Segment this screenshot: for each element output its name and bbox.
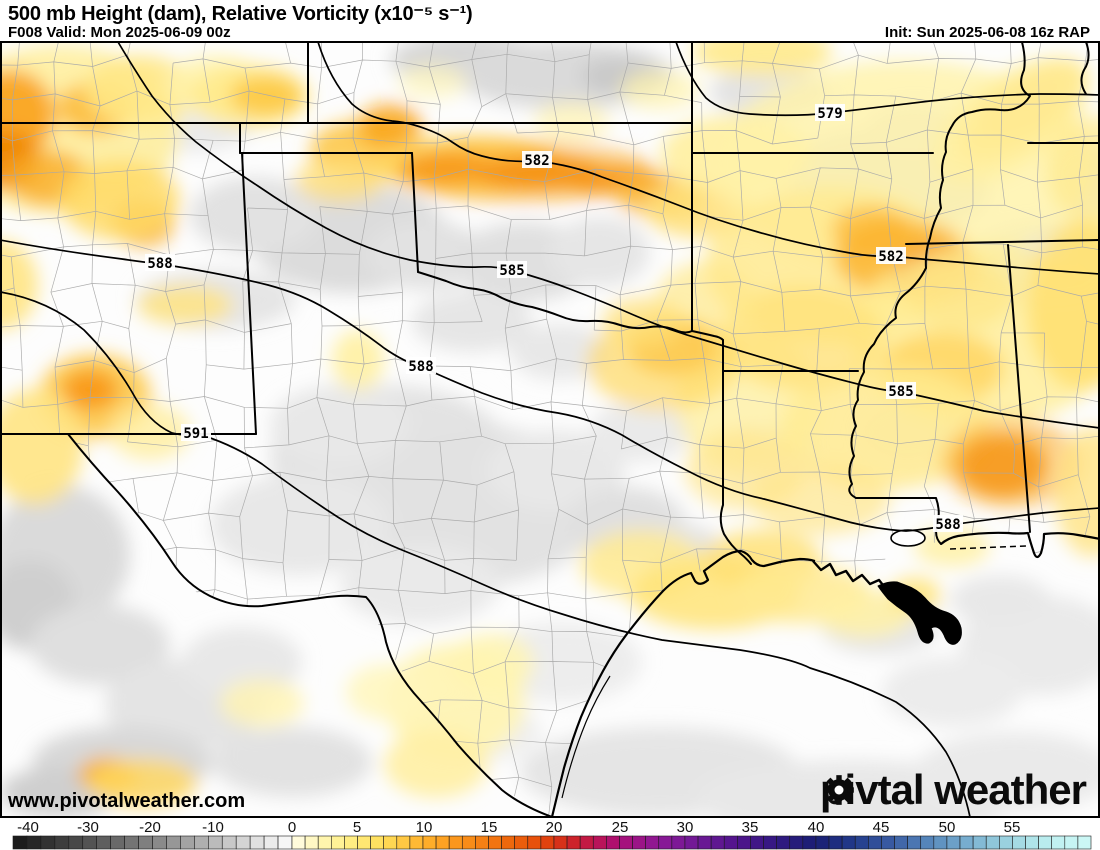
colorbar-tick: 20 [546,819,563,836]
contour-label: 585 [499,263,524,279]
colorbar-tick: -40 [17,819,39,836]
watermark: www.pivotalweather.com [8,790,246,812]
colorbar-tick: 5 [353,819,361,836]
colorbar-tick: 55 [1004,819,1021,836]
contour-labels: 588 591 588 585 582 579 582 585 588 [145,104,963,533]
contour-label: 582 [878,249,903,265]
page-title: 500 mb Height (dam), Relative Vorticity … [8,3,473,25]
init-time-label: Init: Sun 2025-06-08 16z RAP [884,24,1090,41]
colorbar-tick: 0 [288,819,296,836]
colorbar-tick: 15 [481,819,498,836]
colorbar-tick: 30 [677,819,694,836]
colorbar-tick: -30 [77,819,99,836]
valid-time-label: F008 Valid: Mon 2025-06-09 00z [8,24,231,41]
gear-icon [824,775,854,805]
contour-label: 588 [408,359,433,375]
contour-label: 585 [888,384,913,400]
state-borders [1,42,1099,817]
contour-label: 588 [147,256,172,272]
colorbar-tick: 25 [612,819,629,836]
brand-logo-post: tal weather [877,766,1087,813]
colorbar-tick: -20 [139,819,161,836]
colorbar: -40 -30 -20 -10 0 5 10 15 20 25 30 35 40 45 50 55 [12,819,1092,850]
colorbar-tick: 35 [742,819,759,836]
contour-label: 579 [817,106,842,122]
colorbar-tick: 40 [808,819,825,836]
colorbar-tick: -10 [202,819,224,836]
colorbar-tick: 50 [939,819,956,836]
contour-label: 582 [524,153,549,169]
colorbar-tick: 10 [416,819,433,836]
contour-label: 591 [183,426,208,442]
contour-label: 588 [935,517,960,533]
colorbar-tick: 45 [873,819,890,836]
brand-logo: piv tal weather [820,766,1087,814]
coastline [550,529,1099,817]
